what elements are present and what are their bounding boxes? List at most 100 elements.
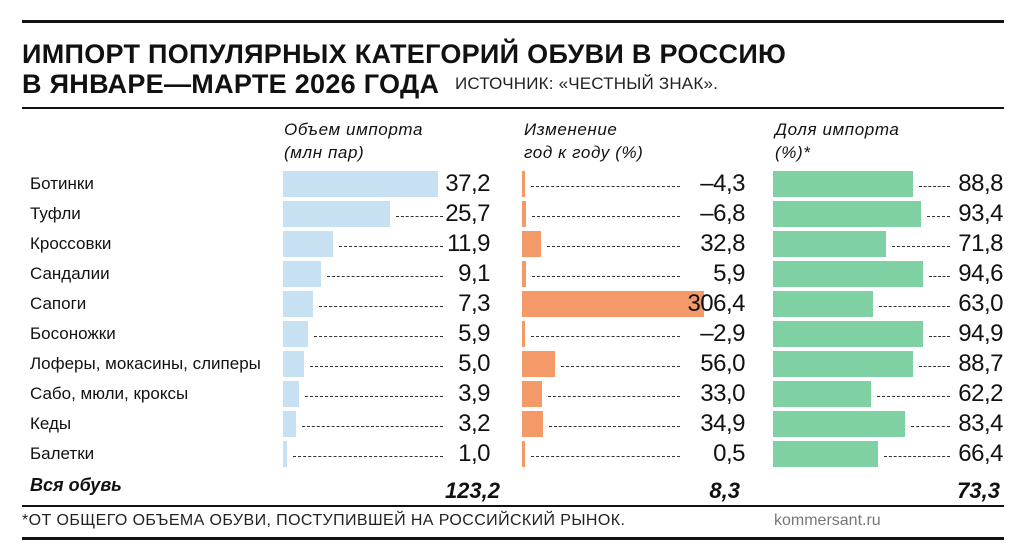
category-label: Ботинки <box>30 174 94 193</box>
volume-value-label: 5,9 <box>458 320 490 347</box>
change-leader <box>531 336 680 337</box>
change-value-label: –6,8 <box>700 200 745 227</box>
share-column-header: Доля импорта (%)* <box>775 118 899 164</box>
change-value-label: 56,0 <box>700 350 745 377</box>
share-header-line2: (%)* <box>775 143 811 162</box>
credit: kommersant.ru <box>774 512 881 529</box>
volume-bar <box>283 351 304 377</box>
change-leader <box>561 366 680 367</box>
share-value-label: 88,7 <box>958 350 1003 377</box>
share-leader <box>927 216 950 217</box>
volume-bar <box>283 171 438 197</box>
change-value-label: –2,9 <box>700 320 745 347</box>
share-leader <box>919 186 950 187</box>
total-share-value: 73,3 <box>957 478 1000 503</box>
share-value-label: 71,8 <box>958 230 1003 257</box>
change-value-label: 0,5 <box>713 440 745 467</box>
change-leader <box>548 396 680 397</box>
bottom-rule <box>22 537 1004 540</box>
share-value-label: 94,6 <box>958 260 1003 287</box>
category-label: Кроссовки <box>30 234 112 253</box>
volume-leader <box>305 396 443 397</box>
change-bar <box>522 441 525 467</box>
share-leader <box>879 306 950 307</box>
share-leader <box>929 276 950 277</box>
volume-leader <box>396 216 443 217</box>
volume-value-label: 3,2 <box>458 410 490 437</box>
total-volume-value: 123,2 <box>444 478 500 503</box>
change-bar <box>522 381 542 407</box>
change-bar <box>522 261 526 287</box>
change-bar <box>522 291 704 317</box>
share-value-label: 66,4 <box>958 440 1003 467</box>
volume-leader <box>310 366 443 367</box>
chart-title-line1: ИМПОРТ ПОПУЛЯРНЫХ КАТЕГОРИЙ ОБУВИ В РОСС… <box>22 39 787 69</box>
share-value-label: 63,0 <box>958 290 1003 317</box>
change-leader <box>531 456 680 457</box>
share-bar <box>773 351 913 377</box>
volume-bar <box>283 201 390 227</box>
share-bar <box>773 201 921 227</box>
share-bar <box>773 381 871 407</box>
change-bar <box>522 411 543 437</box>
volume-value-label: 7,3 <box>458 290 490 317</box>
volume-column-header: Объем импорта (млн пар) <box>284 118 423 164</box>
change-header-line1: Изменение <box>524 120 618 139</box>
volume-value-label: 37,2 <box>445 170 490 197</box>
share-value-label: 88,8 <box>958 170 1003 197</box>
volume-leader <box>319 306 443 307</box>
share-value-label: 93,4 <box>958 200 1003 227</box>
category-label: Лоферы, мокасины, слиперы <box>30 354 261 373</box>
volume-leader <box>339 246 443 247</box>
category-label: Босоножки <box>30 324 116 343</box>
category-label: Кеды <box>30 414 72 433</box>
volume-bar <box>283 231 333 257</box>
share-leader <box>877 396 950 397</box>
volume-leader <box>302 426 443 427</box>
category-label: Сандалии <box>30 264 110 283</box>
share-bar <box>773 411 905 437</box>
total-label: Вся обувь <box>30 475 122 495</box>
category-label: Сапоги <box>30 294 87 313</box>
share-header-line1: Доля импорта <box>775 120 900 139</box>
volume-leader <box>293 456 443 457</box>
volume-bar <box>283 441 287 467</box>
share-bar <box>773 231 886 257</box>
volume-value-label: 9,1 <box>458 260 490 287</box>
volume-bar <box>283 381 299 407</box>
change-column-header: Изменение год к году (%) <box>524 118 643 164</box>
share-bar <box>773 171 913 197</box>
header-rule <box>22 107 1004 109</box>
share-leader <box>892 246 950 247</box>
share-leader <box>929 336 950 337</box>
share-value-label: 62,2 <box>958 380 1003 407</box>
change-value-label: 34,9 <box>700 410 745 437</box>
share-bar <box>773 321 923 347</box>
change-leader <box>532 216 680 217</box>
change-leader <box>532 276 680 277</box>
change-header-line2: год к году (%) <box>524 143 644 162</box>
change-value-label: 5,9 <box>713 260 745 287</box>
share-leader <box>884 456 950 457</box>
volume-header-line2: (млн пар) <box>284 143 365 162</box>
change-bar <box>522 351 555 377</box>
volume-bar <box>283 261 321 287</box>
share-bar <box>773 441 878 467</box>
total-change-value: 8,3 <box>709 478 740 503</box>
change-bar <box>522 201 526 227</box>
change-bar <box>522 321 525 347</box>
chart-title-line2: В ЯНВАРЕ—МАРТЕ 2026 ГОДА <box>22 69 440 99</box>
change-value-label: 306,4 <box>687 290 745 317</box>
change-bar <box>522 231 541 257</box>
change-bar <box>522 171 525 197</box>
change-value-label: –4,3 <box>700 170 745 197</box>
volume-value-label: 25,7 <box>445 200 490 227</box>
source-note: ИСТОЧНИК: «ЧЕСТНЫЙ ЗНАК». <box>455 74 719 93</box>
volume-leader <box>314 336 443 337</box>
volume-value-label: 11,9 <box>447 230 490 257</box>
volume-value-label: 1,0 <box>458 440 490 467</box>
category-label: Туфли <box>30 204 81 223</box>
share-bar <box>773 291 873 317</box>
volume-bar <box>283 321 308 347</box>
footer-rule <box>22 505 1004 507</box>
